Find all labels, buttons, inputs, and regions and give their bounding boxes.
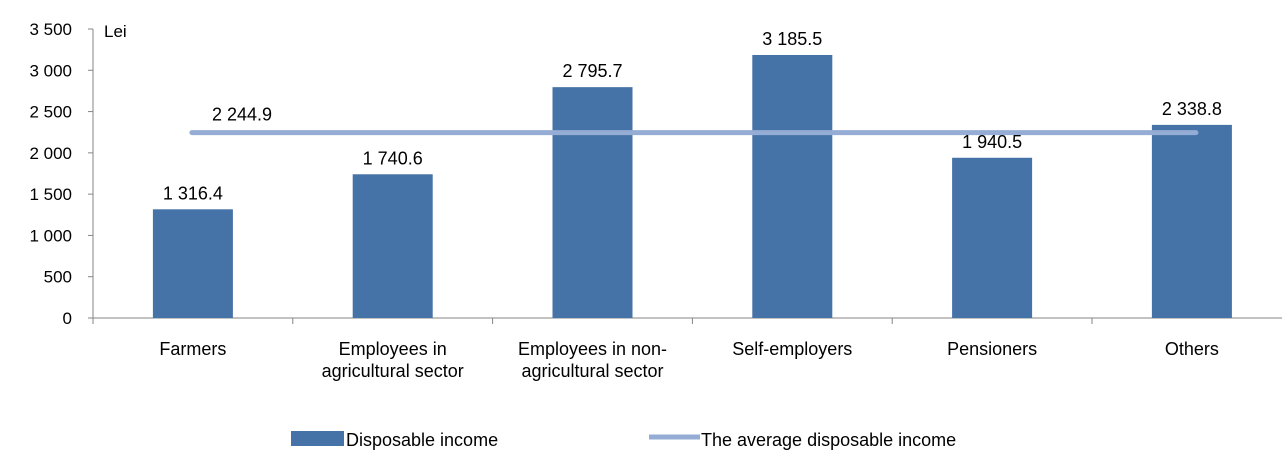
y-tick-label: 1 000	[29, 226, 72, 245]
y-tick-label: 3 000	[29, 61, 72, 80]
legend: Disposable income The average disposable…	[291, 430, 956, 450]
legend-swatch-disposable-income	[291, 431, 344, 446]
bar	[352, 174, 433, 318]
bar	[1151, 124, 1232, 318]
y-unit-label: Lei	[104, 22, 127, 41]
y-tick-label: 3 500	[29, 20, 72, 39]
bar	[152, 209, 233, 318]
x-tick-label: Self-employers	[732, 339, 852, 359]
y-tick-label: 0	[63, 309, 72, 328]
bar-value-label: 1 316.4	[163, 183, 223, 203]
bar	[952, 157, 1033, 318]
legend-label-average-disposable-income: The average disposable income	[701, 430, 956, 450]
bar-value-label: 1 740.6	[363, 148, 423, 168]
bar	[552, 87, 633, 318]
x-tick-label: Employees in agricultural sector	[322, 339, 464, 381]
y-tick-label: 2 500	[29, 103, 72, 122]
bar-value-label: 3 185.5	[762, 29, 822, 49]
x-tick-label: Farmers	[159, 339, 226, 359]
bar	[752, 54, 833, 318]
y-tick-label: 2 000	[29, 144, 72, 163]
x-tick-label: Employees in non-agricultural sector	[518, 339, 667, 381]
x-tick-label: Others	[1165, 339, 1219, 359]
y-tick-label: 500	[44, 268, 72, 287]
y-axis: 0 500 1 000 1 500 2 000 2 500 3 000 3 500	[29, 20, 94, 328]
x-axis: Farmers Employees in agricultural sector Em…	[92, 317, 1282, 381]
legend-label-disposable-income: Disposable income	[346, 430, 498, 450]
average-line-value-label: 2 244.9	[212, 105, 272, 125]
bar-value-label: 2 338.8	[1162, 99, 1222, 119]
bar-value-label: 1 940.5	[962, 132, 1022, 152]
bar-value-label: 2 795.7	[562, 61, 622, 81]
y-tick-label: 1 500	[29, 185, 72, 204]
data-labels: 1 316.4 1 740.6 2 795.7 3 185.5 1 940.5 2 338…	[163, 29, 1222, 203]
bar-series	[152, 54, 1232, 318]
x-tick-label: Pensioners	[947, 339, 1037, 359]
